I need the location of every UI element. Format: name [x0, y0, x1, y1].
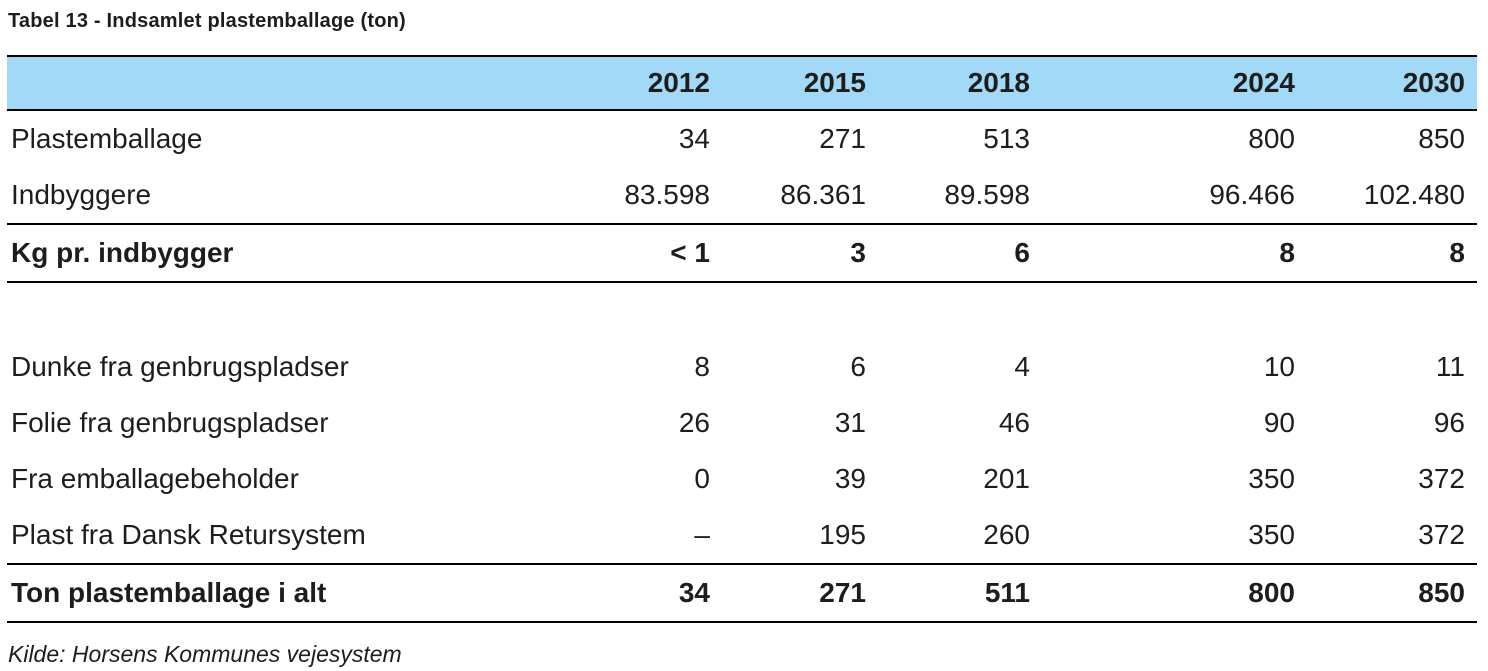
- cell-value: 372: [1418, 463, 1465, 494]
- spacer-row: [7, 282, 1477, 339]
- row-label: Dunke fra genbrugspladser: [11, 351, 349, 382]
- cell-value: 6: [850, 351, 866, 382]
- row-label: Plast fra Dansk Retursystem: [7, 507, 490, 565]
- cell-value: 11: [1435, 351, 1465, 382]
- table-row-ton-plastemballage-i-alt: Ton plastemballage i alt 34 271 511 800 …: [7, 564, 1477, 623]
- cell-value: 89.598: [866, 167, 1030, 225]
- cell-value: 195: [710, 507, 866, 565]
- cell-value: 271: [819, 123, 866, 154]
- cell-value: 850: [1418, 123, 1465, 154]
- table-row-plast-fra-dansk-retursystem: Plast fra Dansk Retursystem – 195 260 35…: [7, 507, 1477, 565]
- row-label: Fra emballagebeholder: [11, 463, 299, 494]
- cell-value: 26: [678, 407, 710, 438]
- year-header-2030: 2030: [1295, 55, 1477, 111]
- table-body: Plastemballage 34 271 513 800 850 Indbyg…: [7, 110, 1477, 623]
- cell-value: 102.480: [1295, 167, 1477, 225]
- year-header-2015: 2015: [710, 55, 866, 111]
- cell-value: 372: [1295, 507, 1477, 565]
- table-row-kg-pr-indbygger: Kg pr. indbygger < 1 3 6 8 8: [7, 224, 1477, 283]
- source-note: Kilde: Horsens Kommunes vejesystem: [8, 641, 402, 667]
- table-row-folie-fra-genbrugspladser: Folie fra genbrugspladser 26 31 46 90 96: [7, 395, 1477, 451]
- cell-value: 511: [866, 564, 1030, 623]
- cell-value: 6: [866, 224, 1030, 283]
- header-label-cell: [7, 55, 490, 111]
- cell-value: 800: [1248, 123, 1295, 154]
- cell-value: 83.598: [490, 167, 710, 225]
- cell-value: 39: [834, 463, 866, 494]
- row-label: Ton plastemballage i alt: [7, 564, 490, 623]
- cell-value: 10: [1263, 351, 1295, 382]
- cell-value: 0: [694, 463, 710, 494]
- cell-value: 46: [998, 407, 1030, 438]
- cell-value: 34: [678, 123, 710, 154]
- cell-value: 90: [1263, 407, 1295, 438]
- cell-value: 350: [1248, 463, 1295, 494]
- cell-value: 8: [694, 351, 710, 382]
- table-row-indbyggere: Indbyggere 83.598 86.361 89.598 96.466 1…: [7, 167, 1477, 225]
- table-row-dunke-fra-genbrugspladser: Dunke fra genbrugspladser 8 6 4 10 11: [7, 339, 1477, 395]
- year-header-2024: 2024: [1030, 55, 1295, 111]
- cell-value: 31: [834, 407, 866, 438]
- cell-value: 3: [710, 224, 866, 283]
- cell-value: 8: [1295, 224, 1477, 283]
- header-row: 2012 2015 2018 2024 2030: [7, 55, 1477, 111]
- cell-value: 271: [710, 564, 866, 623]
- cell-value: –: [490, 507, 710, 565]
- cell-value: 96.466: [1030, 167, 1295, 225]
- row-label: Kg pr. indbygger: [7, 224, 490, 283]
- cell-value: < 1: [490, 224, 710, 283]
- cell-value: 201: [983, 463, 1030, 494]
- cell-value: 34: [490, 564, 710, 623]
- year-header-2012: 2012: [490, 55, 710, 111]
- year-header-2018: 2018: [866, 55, 1030, 111]
- cell-value: 850: [1295, 564, 1477, 623]
- cell-value: 8: [1030, 224, 1295, 283]
- table-row-fra-emballagebeholder: Fra emballagebeholder 0 39 201 350 372: [7, 451, 1477, 507]
- document-page: Tabel 13 - Indsamlet plastemballage (ton…: [0, 8, 1488, 671]
- cell-value: 260: [866, 507, 1030, 565]
- row-label: Indbyggere: [7, 167, 490, 225]
- row-label: Folie fra genbrugspladser: [11, 407, 329, 438]
- cell-value: 350: [1030, 507, 1295, 565]
- cell-value: 513: [983, 123, 1030, 154]
- cell-value: 4: [1014, 351, 1030, 382]
- table-title: Tabel 13 - Indsamlet plastemballage (ton…: [8, 10, 406, 32]
- table-header: 2012 2015 2018 2024 2030: [7, 55, 1477, 111]
- row-label: Plastemballage: [11, 123, 203, 154]
- cell-value: 86.361: [710, 167, 866, 225]
- data-table: 2012 2015 2018 2024 2030 Plastemballage …: [7, 55, 1477, 623]
- table-row-plastemballage: Plastemballage 34 271 513 800 850: [7, 110, 1477, 167]
- cell-value: 800: [1030, 564, 1295, 623]
- cell-value: 96: [1433, 407, 1465, 438]
